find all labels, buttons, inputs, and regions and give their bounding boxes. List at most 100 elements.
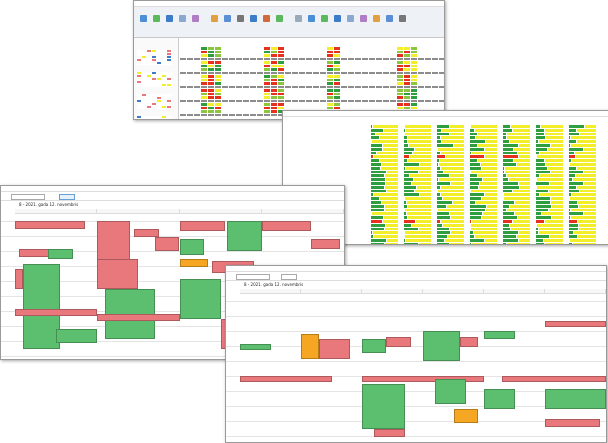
calendar-day[interactable] <box>152 53 157 56</box>
calendar-day[interactable] <box>157 50 162 53</box>
calendar-day[interactable] <box>147 59 152 62</box>
calendar-day[interactable] <box>167 119 172 120</box>
toolbar-button[interactable] <box>166 15 173 22</box>
calendar-day[interactable] <box>167 116 172 119</box>
calendar-event[interactable] <box>15 269 24 289</box>
calendar-event[interactable] <box>179 259 209 267</box>
calendar-day[interactable] <box>152 75 157 78</box>
calendar-day[interactable] <box>157 94 162 97</box>
toolbar-button[interactable] <box>192 15 199 22</box>
calendar-day[interactable] <box>137 59 142 62</box>
day-header[interactable] <box>301 289 362 294</box>
day-header[interactable] <box>15 209 98 214</box>
calendar-day[interactable] <box>137 106 142 109</box>
calendar-event[interactable] <box>23 264 61 349</box>
toolbar-button[interactable] <box>250 15 257 22</box>
calendar-day[interactable] <box>147 75 152 78</box>
calendar-day[interactable] <box>142 59 147 62</box>
calendar-day[interactable] <box>137 97 142 100</box>
calendar-day[interactable] <box>152 62 157 65</box>
calendar-event[interactable] <box>240 376 332 382</box>
calendar-day[interactable] <box>142 97 147 100</box>
toolbar-button[interactable] <box>386 15 393 22</box>
calendar-day[interactable] <box>142 100 147 103</box>
day-header[interactable] <box>179 209 262 214</box>
calendar-event[interactable] <box>134 229 159 237</box>
calendar-select[interactable] <box>236 274 270 280</box>
calendar-day[interactable] <box>167 50 172 53</box>
calendar-day[interactable] <box>147 50 152 53</box>
calendar-day[interactable] <box>137 100 142 103</box>
calendar-day[interactable] <box>152 78 157 81</box>
toolbar-button[interactable] <box>321 15 328 22</box>
calendar-day[interactable] <box>152 50 157 53</box>
calendar-event[interactable] <box>453 409 478 423</box>
calendar-day[interactable] <box>162 56 167 59</box>
calendar-select[interactable] <box>11 194 45 200</box>
calendar-day[interactable] <box>157 100 162 103</box>
calendar-day[interactable] <box>157 119 162 120</box>
calendar-event[interactable] <box>545 419 600 427</box>
calendar-event[interactable] <box>47 249 73 259</box>
calendar-day[interactable] <box>152 100 157 103</box>
calendar-day[interactable] <box>147 53 152 56</box>
calendar-day[interactable] <box>152 94 157 97</box>
calendar-day[interactable] <box>147 119 152 120</box>
calendar-event[interactable] <box>435 379 466 404</box>
toolbar-button[interactable] <box>224 15 231 22</box>
calendar-event[interactable] <box>362 384 405 429</box>
calendar-day[interactable] <box>157 62 162 65</box>
calendar-event[interactable] <box>545 321 606 327</box>
calendar-event[interactable] <box>56 329 98 343</box>
calendar-day[interactable] <box>147 94 152 97</box>
calendar-day[interactable] <box>162 72 167 75</box>
calendar-day[interactable] <box>142 84 147 87</box>
calendar-event[interactable] <box>179 221 225 231</box>
day-header[interactable] <box>362 289 423 294</box>
calendar-day[interactable] <box>147 100 152 103</box>
calendar-day[interactable] <box>167 56 172 59</box>
calendar-day[interactable] <box>147 116 152 119</box>
calendar-event[interactable] <box>423 331 460 361</box>
calendar-event[interactable] <box>386 337 411 347</box>
calendar-event[interactable] <box>15 309 98 316</box>
calendar-day[interactable] <box>157 72 162 75</box>
toolbar-button[interactable] <box>308 15 315 22</box>
calendar-day[interactable] <box>162 84 167 87</box>
calendar-day[interactable] <box>162 53 167 56</box>
calendar-day[interactable] <box>142 56 147 59</box>
toolbar-button[interactable] <box>399 15 406 22</box>
calendar-day[interactable] <box>167 97 172 100</box>
calendar-day[interactable] <box>147 84 152 87</box>
calendar-day[interactable] <box>157 75 162 78</box>
calendar-day[interactable] <box>137 84 142 87</box>
calendar-day[interactable] <box>142 81 147 84</box>
calendar-day[interactable] <box>142 72 147 75</box>
toolbar-button[interactable] <box>179 15 186 22</box>
calendar-event[interactable] <box>545 389 606 409</box>
calendar-day[interactable] <box>152 97 157 100</box>
calendar-day[interactable] <box>142 50 147 53</box>
calendar-day[interactable] <box>162 119 167 120</box>
calendar-day[interactable] <box>142 62 147 65</box>
calendar-day[interactable] <box>142 119 147 120</box>
calendar-day[interactable] <box>162 116 167 119</box>
toolbar-button[interactable] <box>334 15 341 22</box>
calendar-day[interactable] <box>147 72 152 75</box>
calendar-day[interactable] <box>162 62 167 65</box>
calendar-day[interactable] <box>167 84 172 87</box>
calendar-event[interactable] <box>374 429 405 437</box>
toolbar-button[interactable] <box>153 15 160 22</box>
calendar-day[interactable] <box>167 72 172 75</box>
calendar-day[interactable] <box>147 103 152 106</box>
calendar-day[interactable] <box>162 81 167 84</box>
calendar-day[interactable] <box>137 78 142 81</box>
calendar-day[interactable] <box>137 72 142 75</box>
calendar-day[interactable] <box>137 116 142 119</box>
day-header[interactable] <box>484 289 545 294</box>
calendar-day[interactable] <box>167 103 172 106</box>
calendar-day[interactable] <box>142 103 147 106</box>
calendar-day[interactable] <box>162 103 167 106</box>
calendar-day[interactable] <box>157 81 162 84</box>
calendar-day[interactable] <box>142 116 147 119</box>
